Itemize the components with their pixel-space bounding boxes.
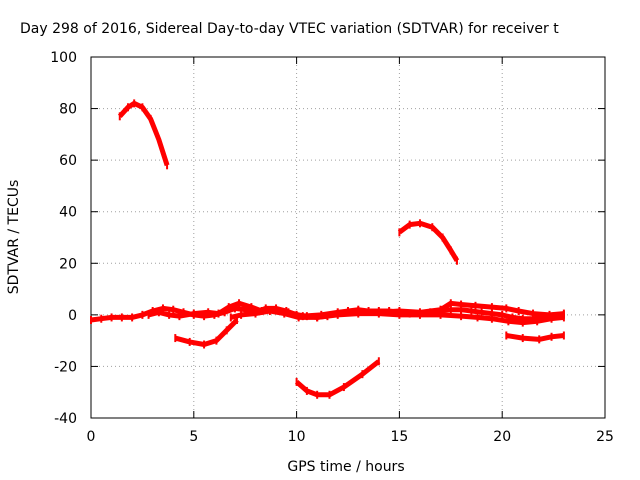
y-tick-label: 60 [59,153,77,169]
y-tick-label: 80 [59,102,77,118]
series-arc-3 [294,359,381,398]
y-tick-label: -20 [54,359,77,375]
series-arc-5 [505,333,565,342]
grid [91,57,605,418]
axis-ticks: 0 5 10 15 20 25 -40 -20 0 20 40 60 80 100 [50,50,614,445]
y-tick-label: 20 [59,256,77,272]
x-tick-label: 5 [189,429,198,445]
x-tick-label: 25 [596,429,614,445]
series-arc-2 [174,318,239,347]
x-tick-label: 20 [493,429,511,445]
y-tick-label: 100 [50,50,77,66]
y-axis-label: SDTVAR / TECUs [6,180,22,295]
y-tick-label: 40 [59,205,77,221]
series-group [90,99,565,399]
x-axis-label: GPS time / hours [287,459,404,475]
x-tick-label: 10 [288,429,306,445]
chart-title: Day 298 of 2016, Sidereal Day-to-day VTE… [20,21,559,37]
x-tick-label: 0 [87,429,96,445]
plot-frame [90,56,606,419]
x-tick-label: 15 [390,429,408,445]
y-tick-label: 0 [68,308,77,324]
series-arc-4 [397,220,460,262]
series-arc-1 [117,100,170,167]
y-tick-label: -40 [54,411,77,427]
